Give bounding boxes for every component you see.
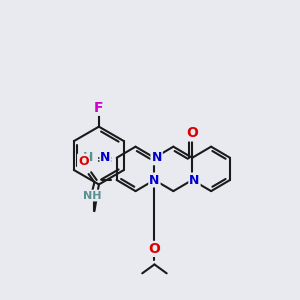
Text: N: N [152,151,162,164]
Text: N: N [149,173,160,187]
Text: O: O [78,154,88,168]
Text: O: O [186,126,198,140]
Text: N: N [189,173,200,187]
Text: F: F [94,101,104,115]
Text: H: H [82,151,93,164]
Text: O: O [148,242,160,256]
Text: N: N [100,151,111,164]
Text: NH: NH [83,190,101,201]
